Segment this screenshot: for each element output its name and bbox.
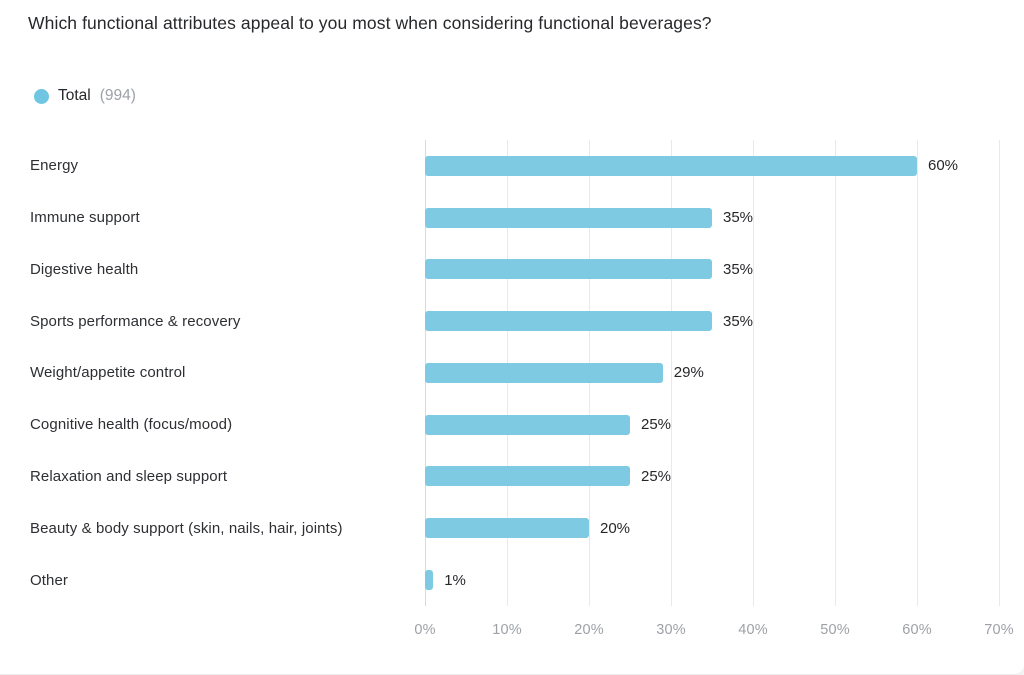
bar-chart-plot-area: Energy 60% Immune support 35% Digestive … <box>0 140 1024 606</box>
x-axis-tick-label: 40% <box>738 622 768 638</box>
bar-value-label: 60% <box>928 157 959 175</box>
category-label: Beauty & body support (skin, nails, hair… <box>30 519 343 537</box>
bar-track: 1% <box>425 554 1024 606</box>
chart-row: Energy 60% <box>0 140 1024 192</box>
bar-value-label: 1% <box>444 571 466 589</box>
bar-value-label: 20% <box>600 519 631 537</box>
bar-value-label: 35% <box>723 260 754 278</box>
category-label: Energy <box>30 157 79 175</box>
chart-row: Beauty & body support (skin, nails, hair… <box>0 502 1024 554</box>
x-axis-tick-label: 60% <box>902 622 932 638</box>
bar <box>425 414 630 435</box>
chart-row: Immune support 35% <box>0 192 1024 244</box>
bar-rows: Energy 60% Immune support 35% Digestive … <box>0 140 1024 606</box>
gridline-70 <box>999 140 1000 606</box>
bar <box>425 311 712 332</box>
category-label: Sports performance & recovery <box>30 312 241 330</box>
bar-track: 35% <box>425 244 1024 296</box>
bar-track: 29% <box>425 347 1024 399</box>
gridline-30 <box>671 140 672 606</box>
bar <box>425 570 434 590</box>
chart-row: Cognitive health (focus/mood) 25% <box>0 399 1024 451</box>
x-axis-tick-label: 70% <box>984 622 1014 638</box>
bar-value-label: 29% <box>673 364 704 382</box>
category-label: Weight/appetite control <box>30 364 186 382</box>
gridline-60 <box>917 140 918 606</box>
bar-track: 35% <box>425 295 1024 347</box>
bar <box>425 207 712 228</box>
bar-value-label: 25% <box>641 467 672 485</box>
bar-track: 25% <box>425 399 1024 451</box>
bar <box>425 259 712 280</box>
category-label: Cognitive health (focus/mood) <box>30 416 233 434</box>
x-axis-tick-label: 20% <box>574 622 604 638</box>
legend-swatch-icon <box>34 88 49 104</box>
category-label: Digestive health <box>30 260 139 278</box>
chart-row: Digestive health 35% <box>0 244 1024 296</box>
chart-title: Which functional attributes appeal to yo… <box>28 13 712 33</box>
x-axis: 0% 10% 20% 30% 40% 50% 60% 70% <box>0 622 1024 644</box>
chart-row: Weight/appetite control 29% <box>0 347 1024 399</box>
gridline-40 <box>753 140 754 606</box>
bar-value-label: 35% <box>723 209 754 227</box>
chart-row: Sports performance & recovery 35% <box>0 295 1024 347</box>
bar-track: 35% <box>425 192 1024 244</box>
bar-track: 20% <box>425 502 1024 554</box>
bar-track: 60% <box>425 140 1024 192</box>
category-label: Relaxation and sleep support <box>30 467 228 485</box>
legend-series-label: Total <box>58 87 91 104</box>
x-axis-tick-label: 0% <box>414 622 436 638</box>
legend-series-count: (994) <box>99 87 136 104</box>
bar <box>425 518 589 539</box>
bar <box>425 155 917 176</box>
x-axis-tick-label: 10% <box>492 622 522 638</box>
legend-item-total[interactable]: Total (994) <box>34 87 136 105</box>
bar <box>425 466 630 487</box>
x-axis-tick-label: 30% <box>656 622 686 638</box>
chart-row: Relaxation and sleep support 25% <box>0 451 1024 503</box>
category-label: Immune support <box>30 209 140 227</box>
x-axis-tick-label: 50% <box>820 622 850 638</box>
chart-row: Other 1% <box>0 554 1024 606</box>
category-label: Other <box>30 571 69 589</box>
bar <box>425 362 663 383</box>
bar-track: 25% <box>425 451 1024 503</box>
bar-value-label: 35% <box>723 312 754 330</box>
bar-value-label: 25% <box>641 416 672 434</box>
gridline-50 <box>835 140 836 606</box>
